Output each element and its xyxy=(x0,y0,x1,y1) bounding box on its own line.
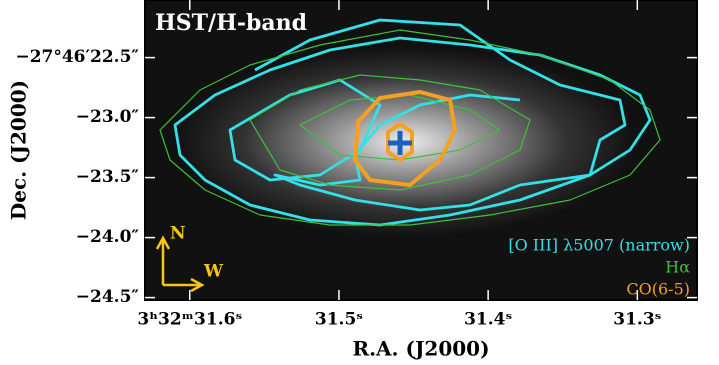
centroid-cross xyxy=(388,131,412,155)
contour xyxy=(159,29,661,226)
legend-entry: [O III] λ5007 (narrow) xyxy=(508,236,690,255)
legend-entry: Hα xyxy=(665,258,690,277)
x-tick-label: 3ʰ32ᵐ31.6ˢ xyxy=(137,310,242,330)
contour xyxy=(386,122,414,162)
x-axis-label: R.A. (J2000) xyxy=(352,337,489,361)
panel-label: HST/H-band xyxy=(155,10,307,36)
x-tick-label: 31.3ˢ xyxy=(613,310,661,330)
plot-frame xyxy=(144,0,698,301)
y-tick-label: −23.0″ xyxy=(76,107,140,127)
x-tick-label: 31.5ˢ xyxy=(315,310,363,330)
y-tick-label: −23.5″ xyxy=(76,167,140,187)
contour xyxy=(249,74,531,191)
y-axis-label: Dec. (J2000) xyxy=(7,80,31,220)
compass-label: N xyxy=(170,224,186,244)
contour xyxy=(254,18,627,212)
y-tick-label: −24.0″ xyxy=(76,227,140,247)
contour xyxy=(173,36,652,227)
compass xyxy=(155,235,205,293)
y-tick-label: −24.5″ xyxy=(76,287,140,307)
compass-label: W xyxy=(203,262,224,282)
contour xyxy=(353,90,457,187)
contours xyxy=(159,18,661,227)
x-tick-label: 31.4ˢ xyxy=(464,310,512,330)
y-tick-label: −27°46′22.5″ xyxy=(15,47,139,67)
legend-entry: CO(6-5) xyxy=(626,280,690,299)
contour xyxy=(299,94,501,161)
